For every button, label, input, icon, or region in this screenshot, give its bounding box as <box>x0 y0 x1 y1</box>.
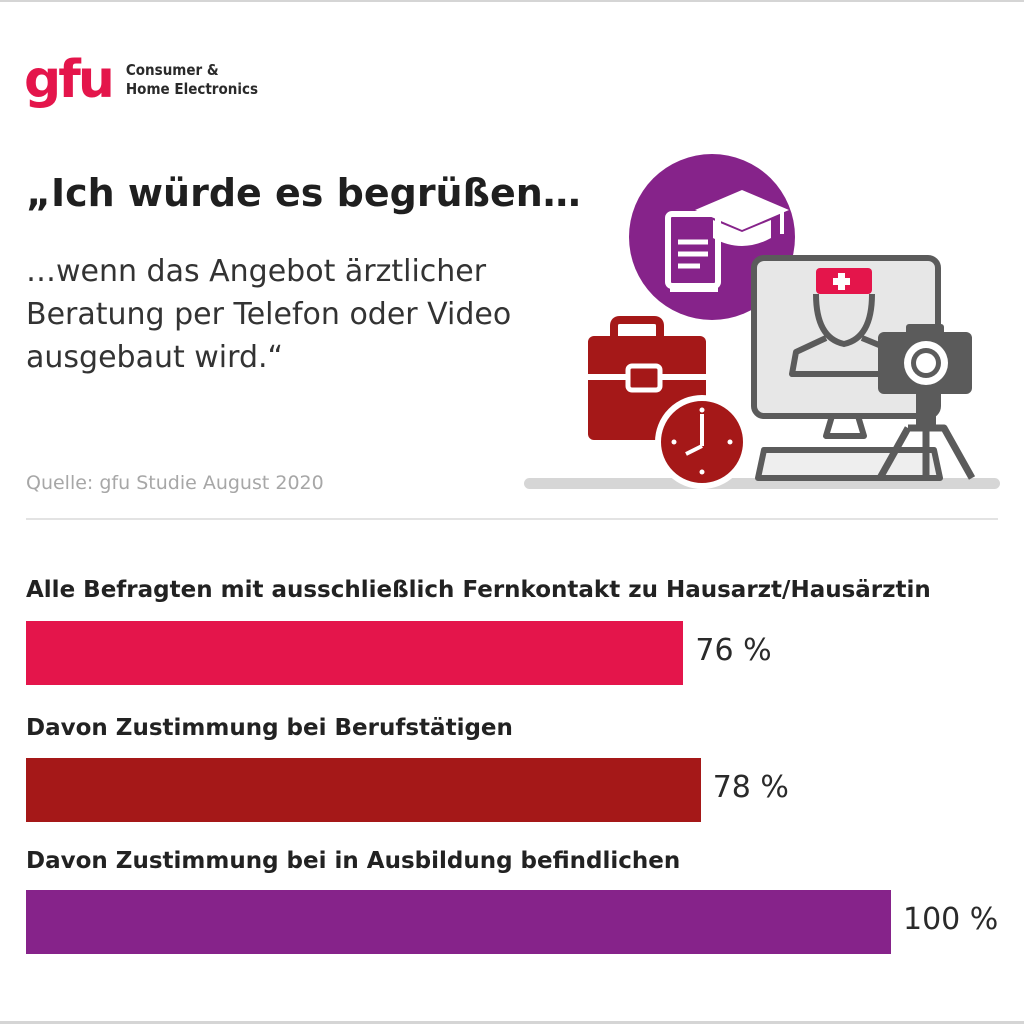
bar-value-trainees: 100 % <box>903 902 999 937</box>
logo-tagline-line1: Consumer & <box>125 61 219 79</box>
brand-logo: gfu Consumer & Home Electronics <box>24 54 258 106</box>
bar-label-employed: Davon Zustimmung bei Berufstätigen <box>26 715 513 741</box>
frame-bottom-border <box>0 1021 1024 1024</box>
bar-trainees <box>26 890 891 954</box>
headline: „Ich würde es begrüßen… <box>26 171 581 215</box>
illustration <box>524 154 1000 489</box>
source-note: Quelle: gfu Studie August 2020 <box>26 472 324 494</box>
logo-wordmark: gfu <box>24 50 115 110</box>
section-divider <box>26 518 998 520</box>
bar-label-trainees: Davon Zustimmung bei in Ausbildung befin… <box>26 848 681 874</box>
bar-value-all: 76 % <box>695 633 772 668</box>
bar-all <box>26 621 684 685</box>
logo-tagline-line2: Home Electronics <box>125 80 258 98</box>
clock-icon <box>655 395 749 489</box>
frame-top-border <box>0 0 1024 2</box>
bar-employed <box>26 758 701 822</box>
bar-label-all: Alle Befragten mit ausschließlich Fernko… <box>26 577 931 603</box>
subheadline: …wenn das Angebot ärztlicher Beratung pe… <box>26 254 512 375</box>
logo-tagline: Consumer & Home Electronics <box>126 61 258 99</box>
camera-tripod-icon <box>876 324 976 480</box>
bar-value-employed: 78 % <box>712 770 789 805</box>
